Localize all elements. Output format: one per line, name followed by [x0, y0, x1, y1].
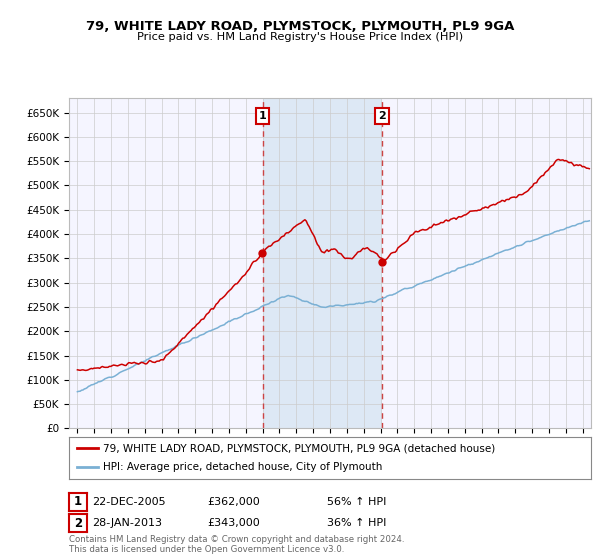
- Text: 28-JAN-2013: 28-JAN-2013: [92, 518, 162, 528]
- Bar: [263, 98, 382, 428]
- Text: 2: 2: [378, 111, 386, 121]
- Text: 22-DEC-2005: 22-DEC-2005: [92, 497, 166, 507]
- Text: Price paid vs. HM Land Registry's House Price Index (HPI): Price paid vs. HM Land Registry's House …: [137, 32, 463, 43]
- Text: 79, WHITE LADY ROAD, PLYMSTOCK, PLYMOUTH, PL9 9GA: 79, WHITE LADY ROAD, PLYMSTOCK, PLYMOUTH…: [86, 20, 514, 32]
- Text: 2: 2: [74, 516, 82, 530]
- Text: 79, WHITE LADY ROAD, PLYMSTOCK, PLYMOUTH, PL9 9GA (detached house): 79, WHITE LADY ROAD, PLYMSTOCK, PLYMOUTH…: [103, 443, 495, 453]
- Text: 36% ↑ HPI: 36% ↑ HPI: [327, 518, 386, 528]
- Text: 1: 1: [74, 495, 82, 508]
- Text: 56% ↑ HPI: 56% ↑ HPI: [327, 497, 386, 507]
- Text: Contains HM Land Registry data © Crown copyright and database right 2024.
This d: Contains HM Land Registry data © Crown c…: [69, 535, 404, 554]
- Text: £362,000: £362,000: [207, 497, 260, 507]
- Text: £343,000: £343,000: [207, 518, 260, 528]
- Text: HPI: Average price, detached house, City of Plymouth: HPI: Average price, detached house, City…: [103, 463, 382, 473]
- Text: 1: 1: [259, 111, 266, 121]
